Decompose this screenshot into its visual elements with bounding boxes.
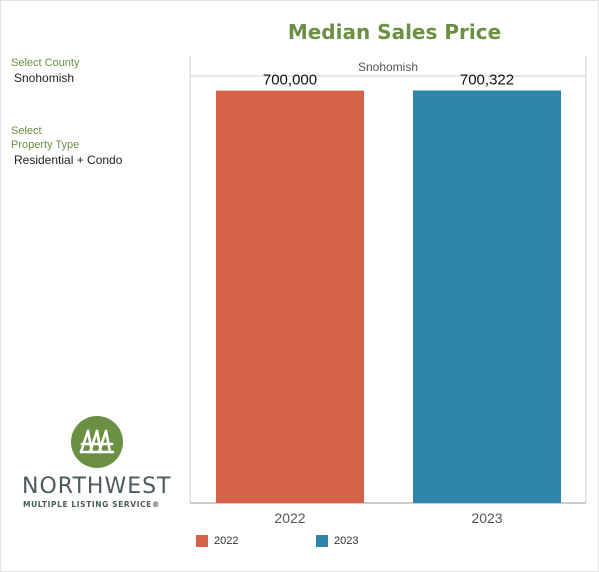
logo-tagline: MULTIPLE LISTING SERVICE® [23, 500, 160, 509]
property-type-filter-label-line1: Select [11, 125, 42, 137]
legend-label-2022: 2022 [214, 535, 239, 547]
legend-item-2023: 2023 [316, 535, 358, 547]
bar-2023[interactable] [413, 90, 561, 503]
bar-2022[interactable] [216, 90, 364, 503]
logo-wordmark: NORTHWEST [22, 474, 172, 499]
data-label-2022: 700,000 [263, 72, 317, 89]
bars-group: 700,000 2022 700,322 2023 [216, 71, 561, 526]
x-tick-label-2023: 2023 [471, 510, 502, 526]
property-type-filter-label-line2: Property Type [11, 139, 80, 151]
nwmls-logo: NORTHWEST MULTIPLE LISTING SERVICE® [20, 416, 175, 511]
legend-label-2023: 2023 [334, 535, 359, 547]
legend-swatch-2023 [316, 535, 328, 547]
legend-item-2022: 2022 [196, 535, 238, 547]
logo-trees-icon [71, 416, 123, 468]
county-filter-value[interactable]: Snohomish [14, 71, 75, 85]
property-type-filter-value[interactable]: Residential + Condo [14, 153, 123, 167]
x-tick-label-2022: 2022 [274, 510, 305, 526]
page-title: Median Sales Price [287, 20, 502, 44]
panel-label: Snohomish [358, 60, 418, 74]
legend-swatch-2022 [196, 535, 208, 547]
county-filter-label: Select County [11, 57, 80, 69]
data-label-2023: 700,322 [460, 71, 514, 88]
